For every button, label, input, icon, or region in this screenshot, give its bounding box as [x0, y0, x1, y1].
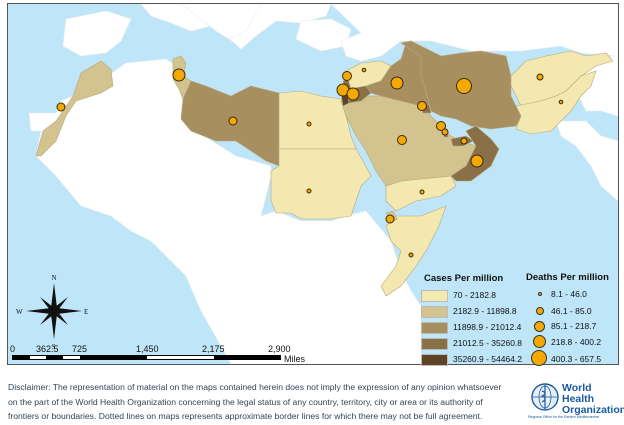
- dot-bahrain: [436, 121, 446, 131]
- svg-text:N: N: [52, 274, 57, 282]
- country-pakistan: [515, 70, 597, 135]
- dot-afghanistan: [536, 73, 544, 81]
- country-morocco: [35, 60, 114, 157]
- non-emr-land: [28, 4, 618, 364]
- deaths-label-4: 218.8 - 400.2: [551, 337, 602, 347]
- cases-swatch-5: [421, 354, 448, 366]
- dot-oman: [470, 154, 484, 168]
- who-emblem-icon: [531, 383, 559, 411]
- deaths-dot-2: [536, 307, 544, 315]
- cases-label-3: 11898.9 - 21012.4: [453, 322, 522, 332]
- who-name: World Health Organization: [562, 383, 624, 416]
- dot-qatar: [441, 128, 449, 136]
- deaths-label-5: 400.3 - 657.5: [551, 354, 602, 364]
- dot-morocco: [56, 102, 66, 112]
- cases-label-5: 35260.9 - 54464.2: [453, 354, 523, 364]
- dot-jordan: [346, 87, 360, 101]
- deaths-legend-title: Deaths Per million: [526, 272, 609, 283]
- dot-egypt: [306, 121, 312, 127]
- dot-iraq: [390, 76, 404, 90]
- dot-tunisia: [172, 68, 186, 82]
- country-sudan: [270, 148, 372, 220]
- deaths-circles: [56, 67, 564, 258]
- who-name-line-1: World Health: [562, 382, 595, 405]
- deaths-dot-3: [534, 321, 545, 332]
- dot-uae: [460, 137, 468, 145]
- cases-swatch-4: [421, 338, 448, 350]
- emr-countries: [35, 40, 614, 297]
- dot-iran: [456, 78, 472, 94]
- dot-djibouti: [385, 214, 395, 224]
- dot-yemen: [419, 189, 425, 195]
- dot-somalia: [408, 252, 414, 258]
- scale-tick-2: 725: [72, 344, 88, 354]
- svg-text:E: E: [84, 308, 88, 316]
- legend: Cases Per million Deaths Per million 70 …: [421, 270, 613, 366]
- compass-rose-icon: N S E W: [16, 274, 88, 351]
- deaths-label-2: 46.1 - 85.0: [551, 306, 592, 316]
- scale-tick-1: 362.5: [36, 344, 59, 354]
- cases-swatch-3: [421, 322, 448, 334]
- deaths-label-1: 8.1 - 46.0: [551, 289, 587, 299]
- scale-tick-3: 1,450: [136, 344, 159, 354]
- disclaimer-line-1: Disclaimer: The representation of materi…: [8, 382, 502, 392]
- disclaimer-line-2: on the part of the World Health Organiza…: [8, 396, 483, 407]
- cases-swatch-1: [421, 290, 448, 302]
- scale-unit: Miles: [284, 354, 306, 364]
- choropleth-map: N S E W: [16, 4, 618, 364]
- dot-sudan: [306, 188, 312, 194]
- cases-legend-title: Cases Per million: [424, 273, 504, 284]
- cases-label-4: 21012.5 - 35260.8: [453, 338, 523, 348]
- dot-kuwait: [417, 101, 427, 111]
- svg-text:W: W: [16, 308, 23, 316]
- svg-text:S: S: [52, 343, 56, 351]
- deaths-dot-1: [538, 292, 542, 296]
- dot-libya: [228, 116, 238, 126]
- scale-tick-0: 0: [10, 344, 16, 354]
- disclaimer: Disclaimer: The representation of materi…: [8, 380, 518, 424]
- who-subtitle: Regional Office for the Eastern Mediterr…: [528, 415, 600, 419]
- dot-syria: [361, 67, 367, 73]
- dot-lebanon: [342, 71, 352, 81]
- who-logo: World Health Organization Regional Offic…: [528, 381, 624, 421]
- who-name-line-2: Organization: [562, 404, 624, 416]
- country-somalia: [380, 205, 447, 297]
- deaths-dot-4: [533, 335, 546, 348]
- cases-label-1: 70 - 2182.8: [453, 290, 497, 300]
- country-oman: [450, 125, 500, 182]
- disclaimer-line-3: frontiers or boundaries. Dotted lines on…: [8, 411, 483, 421]
- deaths-label-3: 85.1 - 218.7: [551, 321, 597, 331]
- cases-label-2: 2182.9 - 11898.8: [453, 306, 517, 316]
- cases-swatch-2: [421, 306, 448, 318]
- country-afghanistan: [510, 50, 614, 107]
- dot-pakistan: [558, 99, 564, 105]
- dot-saudi: [397, 135, 407, 145]
- deaths-dot-5: [531, 350, 547, 366]
- scale-tick-5: 2,900: [268, 344, 291, 354]
- scale-tick-4: 2,175: [202, 344, 225, 354]
- map-frame: N S E W: [7, 3, 619, 365]
